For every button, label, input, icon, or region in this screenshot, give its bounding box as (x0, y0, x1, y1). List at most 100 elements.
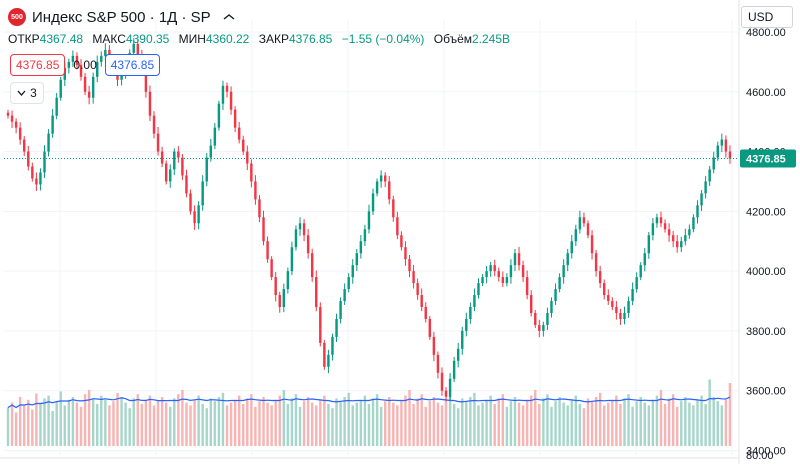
candle-body (444, 390, 448, 397)
candle-body (43, 151, 46, 173)
volume-bar (428, 401, 432, 446)
candle-body (550, 301, 553, 313)
candle-body (700, 193, 703, 206)
volume-bar (497, 398, 500, 446)
volume-bar (436, 402, 440, 446)
candle-body (266, 241, 269, 260)
candle-body (169, 169, 172, 182)
volume-bar (367, 404, 371, 446)
sp500-logo-icon: 500 (8, 8, 26, 26)
volume-bar (448, 395, 452, 446)
volume-bar (529, 395, 533, 446)
symbol-header[interactable]: 500 Индекс S&P 500 · 1Д · SP (8, 8, 235, 26)
last-price-label: 4376.85 (746, 153, 786, 165)
volume-bar (444, 399, 448, 446)
volume-bar (501, 394, 505, 446)
volume-bar (375, 394, 379, 446)
candle-body (181, 157, 184, 176)
volume-bar (627, 394, 630, 446)
volume-bar (217, 397, 221, 446)
candle-body (582, 217, 586, 224)
volume-bar (242, 404, 245, 446)
volume-bar (14, 412, 18, 446)
volume-bar (424, 406, 427, 446)
candle-body (254, 181, 257, 200)
candle-body (720, 139, 724, 146)
candle-body (331, 336, 334, 355)
candle-body (643, 253, 646, 266)
volume-bar (347, 392, 350, 446)
chevron-up-icon[interactable] (223, 14, 235, 20)
volume-bar (582, 408, 586, 446)
volume-bar (193, 399, 196, 446)
currency-selector[interactable]: USD (741, 6, 793, 28)
volume-bar (578, 404, 582, 446)
candle-body (728, 151, 732, 159)
indicators-toggle-button[interactable]: 3 (10, 82, 44, 104)
candle-body (448, 378, 452, 397)
volume-bar (294, 394, 298, 446)
candle-body (481, 277, 484, 284)
candle-body (59, 79, 62, 98)
volume-bar (331, 408, 334, 446)
candle-body (302, 223, 306, 236)
candle-body (493, 265, 496, 272)
close-value: 4376.85 (288, 32, 333, 46)
candle-body (692, 217, 695, 230)
candle-body (680, 241, 683, 248)
volume-bar (286, 404, 290, 446)
volume-bar (639, 397, 642, 446)
candle-body (473, 295, 476, 308)
volume-bar (465, 401, 468, 446)
open-value: 4367.48 (39, 32, 84, 46)
candle-body (298, 223, 302, 230)
volume-bar (205, 408, 208, 446)
candle-body (319, 307, 322, 343)
candle-body (209, 145, 213, 158)
volume-bar (562, 402, 565, 446)
candle-body (177, 151, 180, 158)
volume-bar (513, 397, 517, 446)
candle-body (237, 127, 241, 140)
volume-bar (335, 398, 338, 446)
candle-body (148, 91, 152, 116)
candle-body (383, 175, 387, 182)
candle-body (189, 193, 192, 212)
volume-bar (546, 394, 549, 446)
candle-body (315, 277, 318, 308)
volume-bar (728, 383, 732, 446)
open-label: ОТКР (8, 32, 40, 46)
volume-bar (489, 395, 492, 446)
candle-body (558, 277, 561, 290)
volume-bar (351, 405, 354, 446)
volume-bar (534, 390, 537, 446)
sell-button[interactable]: 4376.85 (10, 54, 66, 76)
volume-bar (619, 404, 622, 446)
candle-body (193, 211, 196, 224)
volume-bar (574, 395, 578, 446)
high-value: 4390.35 (125, 32, 170, 46)
candle-body (436, 354, 440, 373)
candle-body (517, 253, 521, 266)
volume-bar (96, 404, 99, 446)
volume-bar (647, 405, 651, 446)
candle-body (27, 151, 30, 167)
candle-body (456, 348, 460, 361)
candle-body (416, 283, 419, 296)
volume-bar (525, 399, 529, 446)
candle-body (574, 229, 578, 242)
volume-bar (635, 401, 638, 446)
volume-bar (290, 398, 294, 446)
volume-bar (136, 394, 140, 446)
change-value: −1.55 (−0.04%) (341, 32, 425, 46)
candle-body (35, 178, 38, 185)
volume-bar (521, 405, 525, 446)
volume-bar (83, 394, 87, 446)
candle-body (310, 253, 314, 278)
candle-body (461, 330, 464, 349)
buy-button[interactable]: 4376.85 (104, 54, 161, 76)
volume-bar (59, 391, 62, 446)
candle-body (132, 43, 135, 53)
